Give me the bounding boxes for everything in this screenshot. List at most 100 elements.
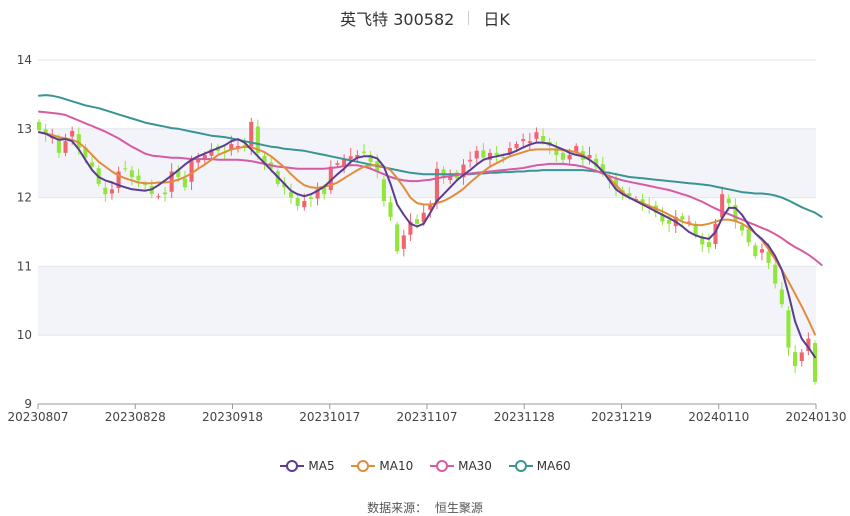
stock-name-code: 英飞特 300582: [340, 10, 455, 29]
candle-body: [143, 184, 148, 186]
candle-down: [494, 145, 499, 162]
candle-up: [507, 141, 512, 158]
candle-body: [322, 187, 327, 195]
legend-label: MA10: [379, 458, 414, 473]
candle-body: [56, 139, 61, 153]
x-tick-label: 20230828: [105, 410, 166, 424]
candle-up: [720, 186, 725, 222]
candle-body: [342, 159, 347, 166]
candle-down: [706, 233, 711, 254]
legend-item-ma10[interactable]: MA10: [350, 458, 413, 473]
candle-body: [36, 121, 42, 131]
candle-down: [182, 170, 187, 191]
candle-down: [746, 222, 751, 247]
candle-body: [753, 245, 758, 257]
candle-body: [786, 310, 791, 348]
candle-body: [468, 159, 473, 162]
candle-body: [527, 141, 532, 143]
legend-label: MA5: [308, 458, 335, 473]
candle-down: [812, 340, 818, 385]
candle-body: [567, 154, 572, 160]
candle-body: [381, 179, 386, 202]
candle-body: [136, 175, 141, 181]
candle-down: [56, 134, 61, 158]
candle-down: [103, 182, 108, 202]
candle-body: [162, 192, 168, 195]
candle-up: [587, 146, 592, 165]
x-axis: 20230807 20230828 20230918 20231017 20231107…: [7, 403, 847, 424]
candle-body: [746, 228, 751, 243]
candle-body: [474, 150, 479, 159]
candle-body: [680, 216, 685, 220]
candle-body: [434, 168, 439, 203]
candle-body: [196, 159, 201, 163]
chart-title: 英飞特 300582 日K: [0, 6, 850, 32]
x-tick-label: 20231107: [396, 410, 457, 424]
candle-body: [421, 212, 426, 223]
ma60-line: [38, 94, 823, 218]
candle-body: [667, 219, 672, 224]
candle-down: [779, 281, 784, 308]
candle-up: [235, 141, 241, 153]
candle-down: [255, 119, 260, 160]
candle-up: [116, 166, 121, 193]
candle-body: [706, 242, 711, 248]
candle-up: [468, 151, 473, 168]
y-axis: 9 10 11 12 13 14: [17, 53, 32, 411]
candle-body: [295, 198, 300, 206]
candle-body: [90, 162, 95, 167]
candle-body: [686, 221, 692, 223]
legend-item-ma5[interactable]: MA5: [279, 458, 335, 473]
candle-body: [255, 126, 260, 153]
grid-band: [38, 266, 816, 336]
y-tick-label: 9: [24, 397, 32, 411]
candle-up: [514, 141, 519, 151]
candle-up: [534, 127, 539, 144]
candle-up: [428, 200, 433, 219]
candle-down: [793, 345, 798, 374]
candle-body: [521, 139, 526, 142]
candle-body: [700, 238, 705, 245]
candle-body: [368, 154, 373, 162]
candle-down: [753, 242, 758, 259]
x-tick-label: 20231128: [494, 410, 555, 424]
candle-up: [527, 132, 532, 150]
moving-average-lines: [38, 94, 823, 359]
candle-body: [560, 152, 566, 160]
candle-up: [109, 181, 115, 200]
source-value: 恒生聚源: [434, 501, 483, 515]
ma5-line: [38, 131, 816, 359]
legend-item-ma30[interactable]: MA30: [429, 458, 492, 473]
candle-up: [806, 332, 811, 356]
legend-marker-icon: [280, 459, 305, 472]
period-label: 日K: [483, 10, 510, 29]
candle-body: [541, 135, 546, 142]
candle-body: [779, 289, 784, 305]
candle-body: [733, 205, 738, 222]
gridlines: [38, 59, 816, 405]
candle-down: [262, 152, 267, 171]
candle-down: [594, 153, 599, 172]
candle-body: [401, 235, 406, 249]
x-tick-label: 20231219: [591, 410, 652, 424]
candle-body: [315, 189, 320, 199]
candle-body: [640, 199, 645, 204]
candle-body: [116, 171, 121, 189]
candle-body: [308, 197, 313, 199]
y-tick-label: 14: [17, 53, 32, 67]
candle-up: [521, 133, 526, 149]
candle-up: [474, 146, 479, 164]
candle-body: [773, 264, 778, 284]
candle-body: [109, 189, 115, 194]
candle-up: [408, 213, 413, 241]
ma10-line: [38, 131, 816, 336]
candle-up: [799, 348, 804, 367]
candle-body: [348, 156, 353, 159]
legend-item-ma60[interactable]: MA60: [508, 458, 571, 473]
candle-down: [36, 119, 42, 133]
candle-body: [176, 169, 181, 177]
candle-down: [560, 149, 566, 166]
candle-body: [156, 196, 161, 198]
candle-down: [136, 168, 141, 188]
